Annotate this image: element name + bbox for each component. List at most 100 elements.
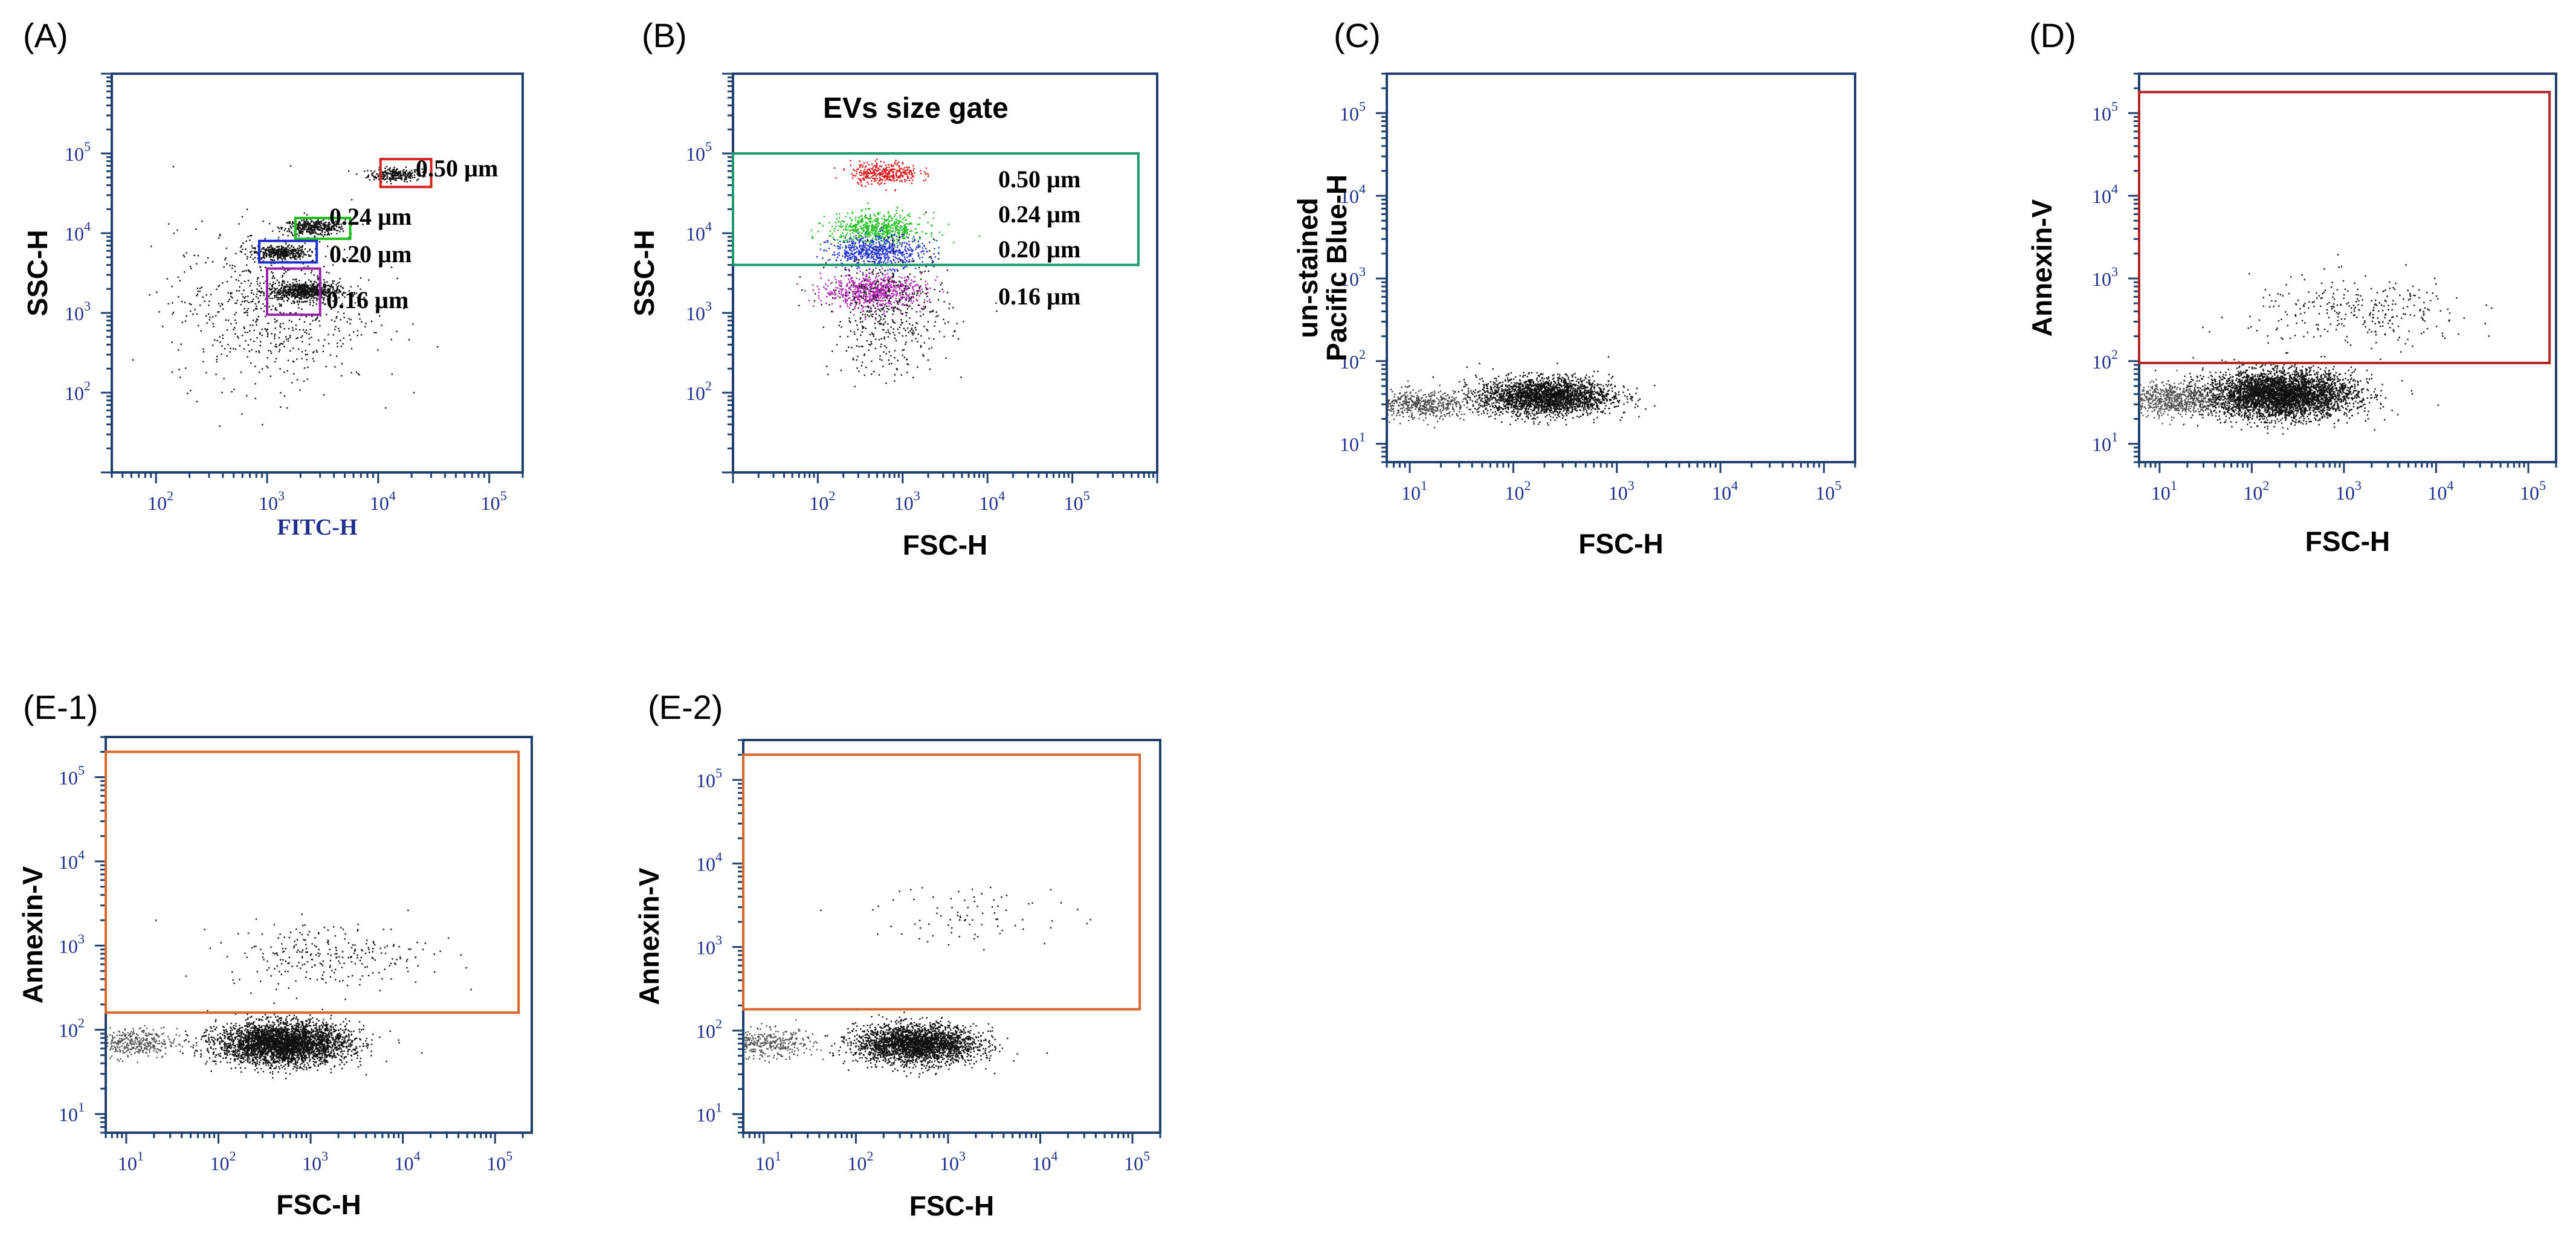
scatter-point: [848, 297, 850, 299]
scatter-point: [302, 227, 304, 230]
scatter-point: [243, 348, 245, 350]
scatter-point: [854, 216, 857, 219]
scatter-point: [906, 233, 908, 235]
scatter-point: [297, 251, 300, 253]
scatter-point: [289, 290, 292, 292]
scatter-point: [340, 340, 341, 341]
scatter-point: [869, 286, 871, 289]
scatter-point: [913, 291, 915, 293]
scatter-point: [843, 229, 845, 231]
scatter-point: [839, 240, 841, 242]
scatter-point: [908, 259, 910, 261]
scatter-point: [886, 291, 888, 292]
scatter-point: [854, 256, 857, 258]
scatter-point: [199, 288, 201, 289]
scatter-point: [271, 288, 273, 290]
scatter-point: [860, 179, 862, 181]
scatter-point: [887, 261, 889, 263]
scatter-point: [205, 315, 207, 317]
scatter-point: [878, 339, 880, 341]
scatter-point: [885, 227, 888, 229]
scatter-point: [865, 224, 867, 227]
scatter-point: [293, 246, 295, 248]
scatter-point: [906, 358, 908, 360]
scatter-point: [297, 253, 299, 254]
scatter-point: [891, 279, 893, 282]
scatter-point: [886, 235, 888, 237]
scatter-point: [323, 299, 325, 301]
scatter-point: [387, 169, 389, 171]
scatter-point: [877, 272, 879, 274]
scatter-point: [419, 175, 421, 176]
scatter-point: [818, 297, 820, 300]
scatter-point: [861, 217, 864, 219]
scatter-point: [287, 253, 289, 256]
scatter-point: [190, 303, 192, 306]
scatter-point: [235, 278, 237, 281]
scatter-point: [877, 238, 880, 240]
scatter-point: [904, 237, 906, 239]
scatter-point: [873, 178, 876, 180]
scatter-point: [272, 272, 274, 274]
scatter-point: [272, 305, 274, 307]
scatter-point: [283, 288, 285, 289]
scatter-point: [877, 308, 879, 310]
scatter-point: [314, 281, 315, 283]
scatter-point: [881, 254, 883, 256]
scatter-point: [333, 280, 335, 282]
scatter-point: [225, 247, 227, 249]
scatter-point: [907, 327, 909, 329]
scatter-point: [324, 292, 326, 295]
scatter-point: [894, 294, 896, 296]
scatter-point: [891, 362, 893, 365]
scatter-point: [260, 307, 262, 309]
scatter-point: [367, 170, 369, 172]
scatter-point: [893, 294, 894, 297]
scatter-point: [239, 286, 240, 288]
scatter-point: [879, 244, 881, 246]
scatter-point: [914, 239, 915, 240]
scatter-point: [205, 294, 207, 296]
scatter-point: [874, 233, 876, 234]
scatter-point: [254, 246, 256, 249]
scatter-point: [891, 179, 893, 182]
scatter-point: [309, 233, 311, 234]
scatter-point: [860, 237, 863, 240]
scatter-point: [859, 220, 861, 223]
scatter-point: [377, 175, 379, 176]
scatter-point: [845, 247, 847, 249]
scatter-point: [309, 289, 311, 292]
scatter-point: [864, 169, 866, 170]
scatter-point: [286, 230, 288, 233]
scatter-point: [326, 234, 328, 236]
scatter-point: [280, 245, 282, 247]
scatter-point: [851, 245, 854, 246]
scatter-point: [247, 269, 250, 271]
scatter-point: [222, 334, 224, 336]
scatter-point: [896, 281, 897, 283]
scatter-point: [842, 220, 844, 222]
scatter-point: [302, 351, 303, 353]
scatter-point: [373, 332, 375, 333]
scatter-point: [290, 250, 292, 253]
scatter-point: [888, 213, 889, 214]
scatter-point: [889, 286, 892, 289]
scatter-point: [324, 283, 326, 286]
scatter-point: [868, 164, 870, 166]
scatter-point: [324, 234, 326, 236]
scatter-point: [860, 257, 862, 260]
scatter-point: [312, 300, 314, 301]
scatter-point: [325, 285, 327, 287]
scatter-point: [308, 279, 310, 281]
scatter-point: [901, 277, 903, 279]
scatter-point: [918, 286, 920, 288]
scatter-point: [919, 311, 921, 313]
scatter-point: [376, 173, 378, 175]
scatter-point: [866, 280, 868, 282]
scatter-point: [916, 231, 918, 234]
scatter-point: [303, 225, 306, 227]
scatter-point: [274, 346, 276, 347]
scatter-point: [880, 166, 882, 167]
scatter-point: [335, 220, 337, 222]
scatter-point: [851, 177, 854, 179]
